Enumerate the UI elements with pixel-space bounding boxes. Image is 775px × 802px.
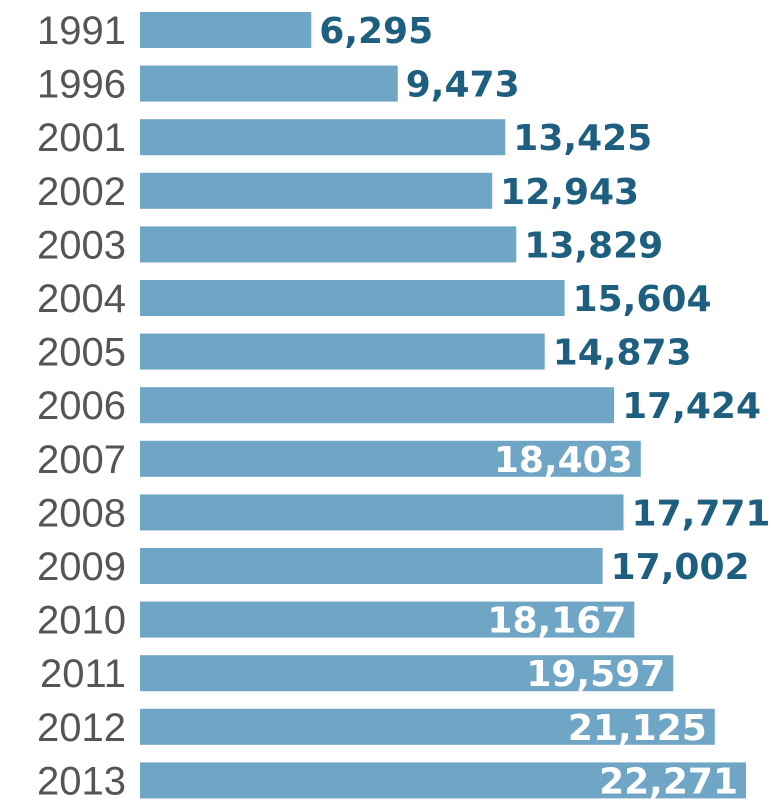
- bar: [140, 494, 624, 531]
- year-tick-label: 2001: [37, 116, 126, 160]
- year-tick-label: 2002: [37, 170, 126, 214]
- bar: [140, 226, 517, 263]
- bar: [140, 548, 603, 584]
- bar: [140, 708, 715, 745]
- bar: [140, 280, 565, 316]
- bar: [140, 601, 635, 638]
- bar: [140, 119, 506, 156]
- year-tick-label: 2008: [37, 491, 126, 535]
- bar-value-label: 22,271: [599, 761, 738, 802]
- year-tick-label: 2004: [37, 277, 126, 321]
- year-tick-label: 2003: [37, 223, 126, 267]
- bar: [140, 762, 746, 799]
- bar-value-label: 9,473: [406, 65, 520, 106]
- bar-value-label: 6,295: [319, 11, 433, 52]
- year-tick-label: 2007: [37, 438, 126, 482]
- bar: [140, 172, 493, 209]
- bar-value-label: 13,829: [524, 225, 663, 266]
- bar-value-label: 17,424: [622, 386, 761, 427]
- year-tick-label: 2011: [40, 652, 126, 696]
- bar-value-label: 14,873: [553, 333, 692, 374]
- bar-value-label: 12,943: [500, 172, 639, 213]
- year-tick-label: 2013: [37, 759, 126, 802]
- bars-layer: 1991 6,295 1996 9,473 2001 13,425 2002 12,943 20…: [37, 9, 770, 802]
- bar: [140, 387, 615, 424]
- bar-value-label: 21,125: [568, 708, 707, 749]
- bar-value-label: 19,597: [526, 654, 665, 695]
- year-tick-label: 2012: [37, 706, 126, 750]
- bar: [140, 333, 545, 370]
- year-tick-label: 2006: [37, 384, 126, 428]
- year-tick-label: 1996: [37, 63, 126, 107]
- bar-value-label: 17,002: [611, 547, 750, 588]
- bar-value-label: 17,771: [632, 493, 771, 534]
- bar-value-label: 18,167: [487, 601, 626, 642]
- bar-value-label: 18,403: [494, 440, 633, 481]
- bar: [140, 655, 674, 692]
- year-tick-label: 2009: [37, 545, 126, 589]
- year-tick-label: 1991: [37, 9, 126, 53]
- bar: [140, 12, 312, 48]
- bar-value-label: 15,604: [573, 279, 712, 320]
- bar: [140, 440, 641, 477]
- bar: [140, 65, 398, 102]
- year-tick-label: 2010: [37, 599, 126, 643]
- year-tick-label: 2005: [37, 331, 126, 375]
- bar-value-label: 13,425: [513, 118, 652, 159]
